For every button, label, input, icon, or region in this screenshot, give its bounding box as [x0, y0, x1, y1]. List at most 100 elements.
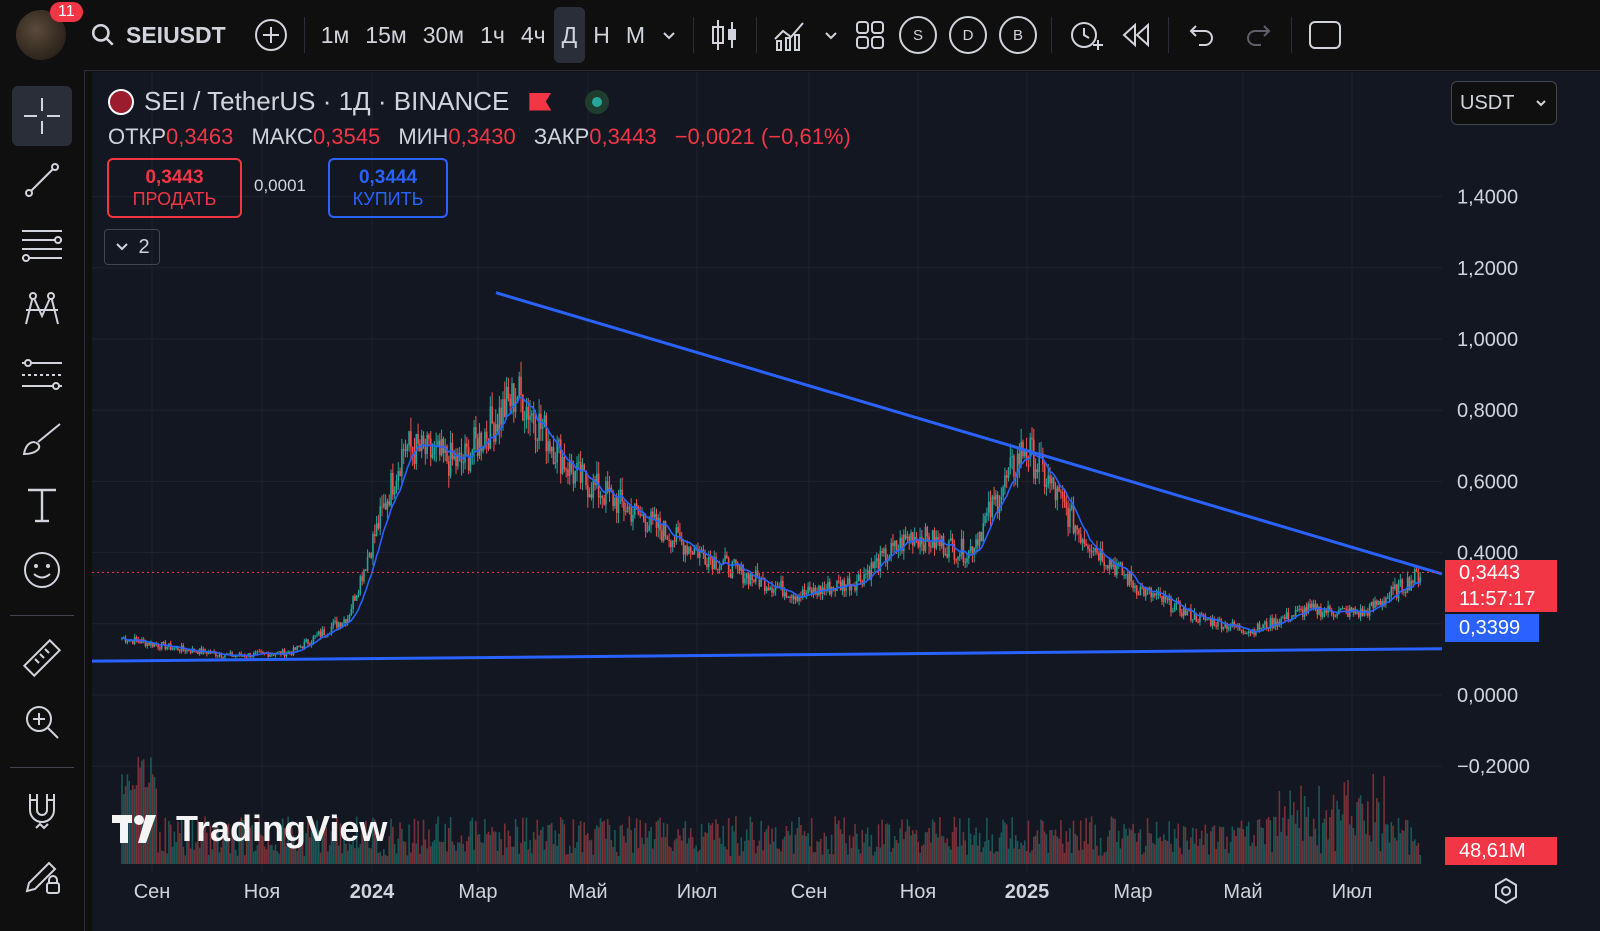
- zoom-tool[interactable]: [12, 692, 72, 752]
- volume-bar: [1063, 852, 1066, 864]
- volume-bar: [1164, 839, 1167, 864]
- volume-bar: [440, 842, 443, 864]
- candle-body: [348, 615, 351, 619]
- interval-1[interactable]: 15м: [365, 21, 407, 48]
- volume-bar: [1363, 820, 1366, 864]
- volume-bar: [587, 833, 589, 864]
- volume-bar: [1386, 824, 1389, 864]
- interval-4[interactable]: 4ч: [520, 21, 546, 48]
- volume-bar: [969, 833, 972, 864]
- fib-tool[interactable]: [12, 215, 72, 275]
- candle-body: [1345, 608, 1347, 610]
- settings-icon[interactable]: [1492, 877, 1520, 910]
- candle-body: [498, 407, 501, 432]
- close-label: ЗАКР: [533, 124, 590, 149]
- price-chart[interactable]: 1,4000 1,2000 1,0000 0,8000 0,6000 0,4000 0,00…: [92, 72, 1600, 931]
- interval-5[interactable]: Д: [553, 7, 586, 63]
- volume-bar: [1184, 827, 1187, 864]
- intervals-dropdown[interactable]: [653, 7, 685, 63]
- symbol-search[interactable]: SEIUSDT: [90, 22, 226, 49]
- volume-bar: [1070, 853, 1073, 864]
- candle-body: [1058, 486, 1060, 492]
- fullscreen-button[interactable]: [1300, 7, 1350, 63]
- indicators-button[interactable]: [765, 7, 815, 63]
- avatar[interactable]: 11: [16, 2, 83, 60]
- candle-body: [973, 548, 976, 555]
- candle-body: [568, 460, 571, 477]
- candle-body: [527, 406, 530, 420]
- candle-body: [1343, 608, 1346, 610]
- time-axis-label: 2025: [1005, 881, 1050, 903]
- volume-bar: [177, 821, 179, 864]
- volume-bar: [1052, 835, 1055, 864]
- market-status-icon[interactable]: [585, 89, 610, 114]
- volume-bar: [410, 852, 412, 864]
- layout-button[interactable]: [847, 7, 893, 63]
- buy-button[interactable]: 0,3444 КУПИТЬ: [328, 158, 448, 218]
- candle-body: [1379, 600, 1382, 606]
- candle-body: [1072, 505, 1075, 533]
- volume-bar: [1159, 836, 1161, 864]
- forecast-tool[interactable]: [12, 345, 72, 405]
- alert-button[interactable]: [1060, 7, 1112, 63]
- toolbar-circle-button-1[interactable]: D: [949, 16, 988, 54]
- candle-body: [411, 446, 414, 452]
- redo-button[interactable]: [1237, 7, 1283, 63]
- candle-body: [890, 542, 892, 557]
- time-axis-label: Июл: [1332, 881, 1373, 903]
- undo-button[interactable]: [1177, 7, 1223, 63]
- toolbar-circle-button-0[interactable]: S: [899, 16, 938, 54]
- volume-bar: [231, 832, 233, 864]
- volume-bar: [949, 849, 952, 864]
- candle-body: [1246, 633, 1248, 635]
- candle-body: [735, 559, 737, 564]
- candle-body: [698, 550, 701, 558]
- candle-body: [841, 580, 844, 591]
- indicators-toggle-button[interactable]: 2: [104, 229, 160, 265]
- brush-tool[interactable]: [12, 410, 72, 470]
- currency-select[interactable]: USDT: [1451, 81, 1557, 125]
- chart-pane[interactable]: 1,4000 1,2000 1,0000 0,8000 0,6000 0,4000 0,00…: [92, 72, 1600, 931]
- candle-body: [404, 449, 407, 452]
- interval-3[interactable]: 1ч: [480, 21, 505, 48]
- interval-0[interactable]: 1м: [320, 21, 350, 48]
- replay-button[interactable]: [1112, 7, 1160, 63]
- trendline-tool[interactable]: [12, 150, 72, 210]
- candle-body: [336, 620, 338, 628]
- add-symbol-button[interactable]: [246, 7, 296, 63]
- time-axis-label: Ноя: [900, 881, 936, 903]
- crosshair-tool[interactable]: [12, 86, 72, 146]
- emoji-tool[interactable]: [12, 540, 72, 600]
- volume-bar: [1085, 818, 1087, 864]
- candle-body: [558, 439, 560, 442]
- text-tool[interactable]: [12, 475, 72, 535]
- sell-button[interactable]: 0,3443 ПРОДАТЬ: [107, 158, 242, 218]
- volume-bar: [1347, 779, 1349, 864]
- volume-bar: [536, 819, 539, 864]
- volume-bar: [1195, 828, 1198, 864]
- volume-bar: [594, 828, 596, 864]
- pattern-tool[interactable]: [12, 280, 72, 340]
- toolbar-circle-button-2[interactable]: B: [999, 16, 1038, 54]
- magnet-tool[interactable]: [12, 782, 72, 842]
- volume-bar: [168, 821, 170, 864]
- candle-body: [206, 652, 208, 655]
- volume-bar: [1007, 848, 1010, 864]
- candle-body: [1370, 601, 1373, 606]
- horizontal-lines-icon: [22, 230, 62, 262]
- candle-body: [1269, 618, 1272, 629]
- flag-icon[interactable]: [529, 92, 552, 111]
- indicators-dropdown[interactable]: [815, 7, 847, 63]
- interval-2[interactable]: 30м: [422, 21, 465, 48]
- volume-bar: [1247, 821, 1250, 864]
- volume-bar: [253, 851, 255, 864]
- interval-6[interactable]: Н: [593, 21, 610, 48]
- interval-7[interactable]: М: [625, 21, 646, 48]
- candle-body: [1029, 437, 1031, 459]
- chart-type-button[interactable]: [702, 7, 748, 63]
- volume-bar: [298, 825, 300, 864]
- measure-tool[interactable]: [12, 628, 72, 688]
- price-axis-label: 0,6000: [1457, 471, 1518, 493]
- lock-drawing-tool[interactable]: [12, 846, 72, 906]
- candle-body: [473, 427, 475, 451]
